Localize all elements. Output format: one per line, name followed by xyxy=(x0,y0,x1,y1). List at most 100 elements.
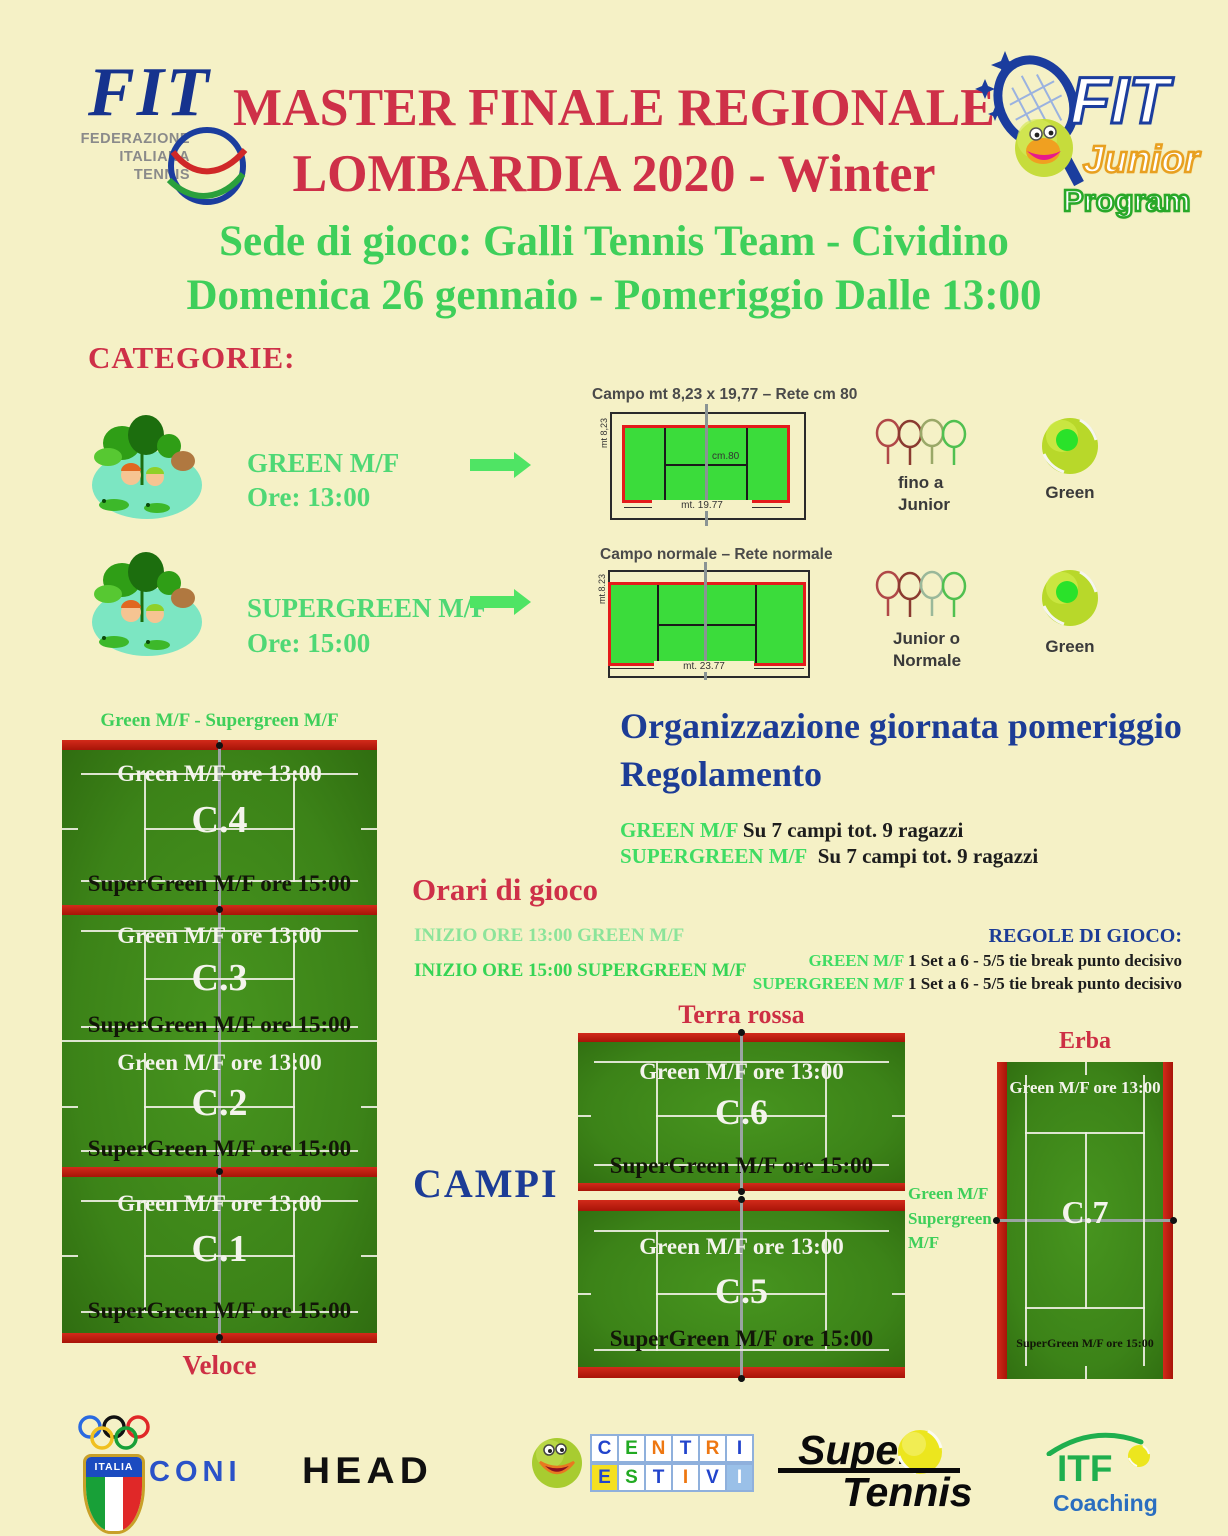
court-line xyxy=(361,1106,377,1109)
court-line xyxy=(62,827,78,830)
court-c2: Green M/F ore 13:00 C.2 SuperGreen M/F o… xyxy=(62,1040,377,1167)
net-post-dot xyxy=(1170,1216,1177,1224)
court-line xyxy=(824,1061,827,1166)
organization-row: SUPERGREEN M/F Su 7 campi tot. 9 ragazzi xyxy=(620,844,1038,869)
schedule-line1: INIZIO ORE 13:00 GREEN M/F xyxy=(414,925,685,946)
shield-text: ITALIA xyxy=(86,1457,142,1477)
letter-tile: I xyxy=(725,1434,754,1463)
court-line xyxy=(594,1230,889,1233)
court-line xyxy=(80,1025,359,1028)
court-slot1-label: Green M/F ore 13:00 xyxy=(1009,1078,1161,1097)
organization-row-detail: Su 7 campi tot. 9 ragazzi xyxy=(742,818,964,842)
campi-heading: CAMPI xyxy=(413,1161,559,1206)
court-slot1-label: Green M/F ore 13:00 xyxy=(639,1059,844,1084)
kids-pond-illustration xyxy=(92,552,202,656)
court-line xyxy=(594,1061,889,1064)
net-post-dot xyxy=(993,1216,1000,1224)
court-line xyxy=(824,1230,827,1352)
court-line xyxy=(80,879,359,882)
organization-row-category: GREEN M/F xyxy=(620,818,738,842)
letter-tile: V xyxy=(698,1463,727,1492)
court-line xyxy=(594,1163,889,1166)
court-c1: Green M/F ore 13:00 C.1 SuperGreen M/F o… xyxy=(62,1177,377,1333)
net-post-dot xyxy=(737,1029,745,1036)
centri-estivi-logo: C E N T R I E S T I V I xyxy=(530,1432,760,1496)
letter-tile: R xyxy=(698,1434,727,1463)
side-dimension-label: mt 8,23 xyxy=(599,417,609,448)
court-id-label: C.4 xyxy=(191,799,248,842)
court-slot2-label: SuperGreen M/F ore 15:00 xyxy=(87,871,352,897)
super-tennis-line1: Super xyxy=(798,1427,915,1473)
fit-logo: FIT FEDERAZIONE ITALIANA TENNIS xyxy=(60,58,330,218)
middle-surface-label: Terra rossa xyxy=(678,1000,805,1029)
court-line xyxy=(657,624,757,626)
court-diagram-green: Campo mt 8,23 x 19,77 – Rete cm 80 cm.80… xyxy=(592,386,857,536)
flag-stripe-white xyxy=(104,1477,124,1531)
court-line xyxy=(80,1310,359,1313)
base-dimension-label: mt. 23.77 xyxy=(654,661,754,672)
net-post-dot xyxy=(215,1168,223,1175)
swoosh-icon xyxy=(1046,1432,1144,1456)
itf-coaching-logo: ITF Coaching xyxy=(1045,1430,1185,1520)
left-surface-label: Veloce xyxy=(182,1350,257,1380)
junior-logo-junior-text: Junior xyxy=(1082,139,1201,181)
poster-title-line1: MASTER FINALE REGIONALE xyxy=(233,79,995,137)
middle-side-note: Green M/F Supergreen M/F xyxy=(908,1184,992,1253)
green-ball-icon xyxy=(1042,570,1098,626)
court-line xyxy=(80,930,359,932)
court-slot1-label: Green M/F ore 13:00 xyxy=(639,1234,844,1259)
rules-row-detail: 1 Set a 6 - 5/5 tie break punto decisivo xyxy=(907,951,1182,970)
diagram-title: Campo normale – Rete normale xyxy=(600,546,833,563)
letter-tile: C xyxy=(590,1434,619,1463)
category-1-time: Ore: 13:00 xyxy=(247,482,371,512)
fit-logo-acronym: FIT xyxy=(88,54,211,131)
rules-row: GREEN M/F 1 Set a 6 - 5/5 tie break punt… xyxy=(700,951,1182,971)
right-arrow-icon xyxy=(470,589,531,615)
court-slot2-label: SuperGreen M/F ore 15:00 xyxy=(87,1135,352,1161)
letter-tile: N xyxy=(644,1434,673,1463)
letter-tile: T xyxy=(644,1463,673,1492)
court-line xyxy=(1142,1074,1145,1367)
court-line xyxy=(62,1040,377,1042)
rackets-row-icon xyxy=(875,418,967,465)
court-line xyxy=(80,773,359,776)
court-id-label: C.1 xyxy=(191,1227,248,1270)
court-line xyxy=(62,1106,78,1109)
rules-heading: REGOLE DI GIOCO: xyxy=(988,925,1182,947)
court-line xyxy=(656,1292,827,1295)
net-line xyxy=(739,1196,743,1382)
court-line xyxy=(891,1115,905,1118)
court-line xyxy=(1085,1131,1087,1310)
court-slot1-label: Green M/F ore 13:00 xyxy=(117,1191,322,1217)
schedule-heading: Orari di gioco xyxy=(412,872,598,907)
court-line xyxy=(656,1115,827,1118)
court-line xyxy=(293,1052,296,1152)
poster-title-line2: LOMBARDIA 2020 - Winter xyxy=(292,145,936,203)
side-dimension-label: mt.8.23 xyxy=(597,573,607,604)
letter-tile: E xyxy=(590,1463,619,1492)
schedule-line2: INIZIO ORE 15:00 SUPERGREEN M/F xyxy=(414,960,747,981)
green-ball-icon xyxy=(1042,418,1098,474)
organization-row-detail: Su 7 campi tot. 9 ragazzi xyxy=(817,844,1039,868)
net-height-label: cm.80 xyxy=(712,451,740,462)
court-line xyxy=(80,1200,359,1203)
ball-label-1: Green xyxy=(1045,483,1095,502)
court-line xyxy=(578,1115,592,1118)
court-c4: Green M/F ore 13:00 C.4 SuperGreen M/F o… xyxy=(62,750,377,905)
court-line xyxy=(578,1292,592,1295)
court-slot2-label: SuperGreen M/F ore 15:00 xyxy=(609,1326,874,1351)
super-tennis-logo: Super Tennis xyxy=(778,1420,973,1516)
categories-heading: CATEGORIE: xyxy=(88,340,296,375)
organization-row-category: SUPERGREEN M/F xyxy=(620,844,807,868)
court-line xyxy=(656,1230,659,1352)
court-line xyxy=(1085,1366,1087,1379)
court-line xyxy=(1025,1074,1028,1367)
net-post-dot xyxy=(215,906,223,913)
organization-heading-line1: Organizzazione giornata pomeriggio xyxy=(620,706,1182,746)
net-line xyxy=(739,1029,743,1195)
letter-tile: I xyxy=(725,1463,754,1492)
category-2-name: SUPERGREEN M/F xyxy=(247,593,488,623)
rules-row-category: SUPERGREEN M/F xyxy=(752,974,904,993)
category-2-time: Ore: 15:00 xyxy=(247,628,371,658)
